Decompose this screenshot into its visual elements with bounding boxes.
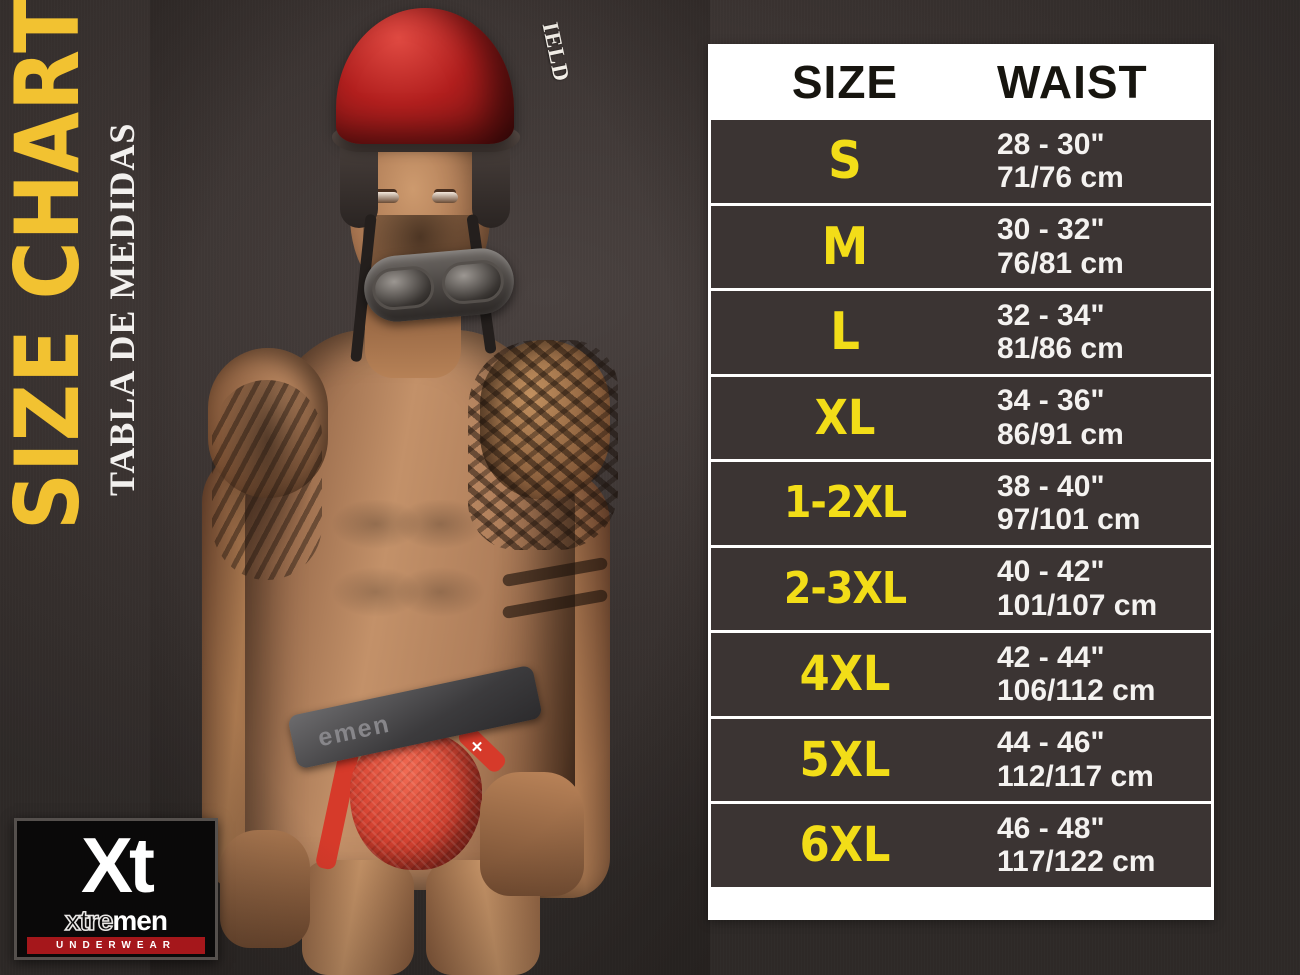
table-row: 5XL 44 - 46" 112/117 cm (711, 715, 1211, 801)
waistband-label: emen (315, 709, 393, 753)
waist-centimeters: 97/101 cm (997, 503, 1141, 537)
tattoo-left-arm (212, 380, 322, 580)
helmet-icon: IELD (336, 8, 575, 144)
table-header-row: SIZE WAIST (711, 47, 1211, 117)
cell-size: M (821, 216, 869, 277)
logo-wordmark-solid: men (112, 905, 168, 936)
waist-inches: 38 - 40" (997, 469, 1105, 503)
column-header-waist: WAIST (997, 56, 1148, 108)
helmet-label: IELD (537, 20, 575, 85)
goggle-right-lens (440, 258, 506, 306)
cell-size: 5XL (799, 731, 891, 788)
model-abdomen (328, 500, 488, 700)
cell-size: 6XL (799, 817, 891, 874)
cell-size: L (830, 302, 860, 363)
cell-waist: 30 - 32" 76/81 cm (979, 213, 1211, 280)
waist-inches: 30 - 32" (997, 213, 1105, 247)
cell-size: 4XL (799, 646, 891, 703)
waist-inches: 44 - 46" (997, 726, 1105, 760)
tattoo-right-chest (468, 340, 618, 550)
waist-centimeters: 112/117 cm (997, 759, 1154, 793)
model-photo: IELD ✕ emen (150, 0, 710, 975)
table-row: 6XL 46 - 48" 117/122 cm (711, 801, 1211, 887)
waist-centimeters: 101/107 cm (997, 588, 1158, 622)
logo-wordmark-outline: xtre (64, 905, 114, 936)
cell-size: S (828, 131, 862, 192)
table-row: M 30 - 32" 76/81 cm (711, 202, 1211, 288)
model-right-hand (480, 772, 584, 896)
page-title: SIZE CHART (0, 0, 99, 530)
table-row: 4XL 42 - 44" 106/112 cm (711, 630, 1211, 716)
waist-centimeters: 117/122 cm (997, 845, 1156, 879)
waist-centimeters: 71/76 cm (997, 161, 1124, 195)
cell-waist: 42 - 44" 106/112 cm (979, 641, 1211, 708)
table-row: 1-2XL 38 - 40" 97/101 cm (711, 459, 1211, 545)
model-left-thigh (302, 860, 414, 975)
jockstrap-x-badge: ✕ (470, 739, 484, 756)
logo-tagline: UNDERWEAR (27, 937, 205, 954)
title-block: SIZE CHART TABLA DE MEDIDAS (0, 0, 175, 560)
table-row: L 32 - 34" 81/86 cm (711, 288, 1211, 374)
waist-centimeters: 106/112 cm (997, 674, 1156, 708)
cell-waist: 46 - 48" 117/122 cm (979, 812, 1211, 879)
cell-waist: 32 - 34" 81/86 cm (979, 299, 1211, 366)
cell-waist: 44 - 46" 112/117 cm (979, 726, 1211, 793)
cell-waist: 28 - 30" 71/76 cm (979, 128, 1211, 195)
model-right-eye (432, 192, 458, 203)
cell-size: XL (814, 389, 876, 446)
waist-inches: 34 - 36" (997, 384, 1105, 418)
waist-inches: 32 - 34" (997, 298, 1105, 332)
waist-inches: 40 - 42" (997, 555, 1105, 589)
logo-wordmark: xtremen (17, 905, 215, 936)
column-header-size: SIZE (791, 56, 899, 108)
model-left-hand (220, 830, 310, 948)
goggle-left-lens (370, 264, 436, 312)
cell-size: 2-3XL (783, 562, 907, 614)
waist-inches: 42 - 44" (997, 640, 1105, 674)
cell-waist: 40 - 42" 101/107 cm (979, 555, 1211, 622)
waist-centimeters: 76/81 cm (997, 246, 1124, 280)
waist-inches: 28 - 30" (997, 127, 1105, 161)
brand-logo: Xt xtremen UNDERWEAR (14, 818, 218, 960)
waist-centimeters: 81/86 cm (997, 332, 1124, 366)
logo-monogram: Xt (81, 821, 155, 909)
cell-waist: 38 - 40" 97/101 cm (979, 470, 1211, 537)
cell-waist: 34 - 36" 86/91 cm (979, 384, 1211, 451)
goggles-icon (361, 245, 517, 325)
table-row: 2-3XL 40 - 42" 101/107 cm (711, 544, 1211, 630)
page-subtitle: TABLA DE MEDIDAS (102, 122, 142, 496)
table-body: S 28 - 30" 71/76 cm M 30 - 32" 76/81 cm L 32 - … (711, 117, 1211, 887)
cell-size: 1-2XL (783, 477, 907, 529)
waist-centimeters: 86/91 cm (997, 417, 1124, 451)
waist-inches: 46 - 48" (997, 811, 1105, 845)
table-row: XL 34 - 36" 86/91 cm (711, 373, 1211, 459)
table-row: S 28 - 30" 71/76 cm (711, 117, 1211, 203)
size-chart-table: SIZE WAIST S 28 - 30" 71/76 cm M 30 - 32" 76/… (708, 44, 1214, 920)
